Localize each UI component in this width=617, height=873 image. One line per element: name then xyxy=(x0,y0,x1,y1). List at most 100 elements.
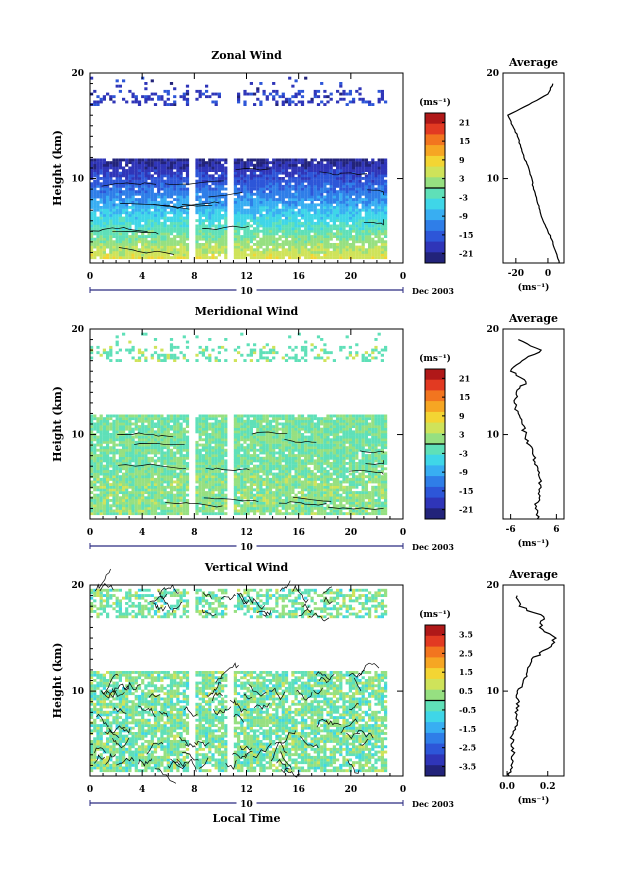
heatmap-cell xyxy=(134,425,138,428)
heatmap-cell xyxy=(208,192,212,196)
heatmap-cell xyxy=(160,477,164,481)
heatmap-cell xyxy=(160,206,164,209)
heatmap-cell xyxy=(243,253,247,257)
heatmap-cell xyxy=(112,467,116,471)
heatmap-cell xyxy=(90,206,94,209)
heatmap-cell xyxy=(342,163,346,167)
heatmap-cell xyxy=(99,214,103,217)
heatmap-cell xyxy=(272,232,276,236)
heatmap-cell xyxy=(90,243,94,246)
heatmap-cell xyxy=(243,182,247,186)
heatmap-cell xyxy=(137,485,142,489)
heatmap-cell xyxy=(323,248,327,252)
heatmap-cell xyxy=(195,192,199,196)
heatmap-cell xyxy=(348,187,352,191)
heatmap-cell xyxy=(304,253,308,257)
heatmap-cell xyxy=(176,182,180,186)
heatmap-cell xyxy=(166,182,170,186)
heatmap-cell xyxy=(217,443,221,447)
heatmap-cell xyxy=(118,198,122,201)
heatmap-cell xyxy=(160,419,164,423)
heatmap-cell xyxy=(118,237,122,241)
heatmap-cell xyxy=(109,224,113,228)
heatmap-cell xyxy=(313,232,317,236)
heatmap-cell xyxy=(96,158,100,162)
heatmap-cell xyxy=(339,219,343,223)
heatmap-cell xyxy=(326,179,330,183)
heatmap-cell xyxy=(345,177,349,180)
heatmap-cell xyxy=(112,179,116,183)
heatmap-cell xyxy=(90,182,94,186)
heatmap-cell xyxy=(128,195,132,199)
heatmap-cell xyxy=(307,206,311,209)
heatmap-cell xyxy=(205,192,209,196)
heatmap-cell xyxy=(179,243,183,246)
heatmap-cell xyxy=(150,501,154,505)
heatmap-cell xyxy=(358,214,362,217)
heatmap-cell xyxy=(118,422,122,426)
heatmap-cell xyxy=(256,224,260,228)
heatmap-cell xyxy=(320,248,324,252)
heatmap-cell xyxy=(144,451,148,455)
heatmap-cell xyxy=(134,166,138,170)
heatmap-cell xyxy=(150,214,154,217)
heatmap-cell xyxy=(205,229,209,233)
y-tick-label: 20 xyxy=(486,69,499,79)
heatmap-cell xyxy=(297,203,301,207)
heatmap-cell xyxy=(109,216,113,220)
heatmap-cell xyxy=(371,161,375,165)
heatmap-cell xyxy=(122,182,126,186)
heatmap-cell xyxy=(112,198,116,201)
heatmap-cell xyxy=(93,195,97,199)
heatmap-cell xyxy=(326,221,330,225)
heatmap-cell xyxy=(99,190,103,194)
heatmap-cell xyxy=(137,171,142,175)
heatmap-cell xyxy=(339,203,343,207)
heatmap-cell xyxy=(179,221,183,225)
heatmap-cell xyxy=(208,435,212,439)
heatmap-cell xyxy=(201,169,205,172)
heatmap-cell xyxy=(224,219,228,223)
heatmap-cell xyxy=(249,248,253,252)
heatmap-cell xyxy=(297,190,301,194)
heatmap-cell xyxy=(272,195,276,199)
heatmap-cell xyxy=(147,190,151,194)
heatmap-cell xyxy=(371,190,375,194)
heatmap-cell xyxy=(211,512,215,516)
heatmap-cell xyxy=(160,493,164,497)
heatmap-cell xyxy=(144,206,148,209)
heatmap-cell xyxy=(93,206,97,209)
heatmap-cell xyxy=(99,435,103,439)
heatmap-cell xyxy=(243,224,247,228)
heatmap-cell xyxy=(102,506,106,510)
heatmap-cell xyxy=(122,224,126,228)
heatmap-cell xyxy=(179,512,183,516)
heatmap-cell xyxy=(326,243,330,246)
heatmap-cell xyxy=(118,89,122,93)
heatmap-cell xyxy=(371,237,375,241)
heatmap-cell xyxy=(342,200,346,204)
heatmap-cell xyxy=(176,235,180,238)
heatmap-cell xyxy=(137,211,142,215)
heatmap-cell xyxy=(106,446,110,450)
heatmap-cell xyxy=(122,184,126,188)
heatmap-cell xyxy=(195,187,199,191)
heatmap-cell xyxy=(169,243,174,246)
heatmap-cell xyxy=(115,256,119,260)
heatmap-cell xyxy=(217,229,221,233)
heatmap-cell xyxy=(268,214,273,217)
heatmap-cell xyxy=(128,192,132,196)
heatmap-cell xyxy=(144,182,148,186)
heatmap-cell xyxy=(166,470,170,473)
heatmap-cell xyxy=(201,506,205,510)
heatmap-cell xyxy=(109,470,113,473)
heatmap-cell xyxy=(339,163,343,167)
heatmap-cell xyxy=(316,95,321,99)
heatmap-cell xyxy=(90,256,94,260)
heatmap-cell xyxy=(173,459,177,463)
heatmap-cell xyxy=(96,456,100,460)
heatmap-cell xyxy=(246,198,250,201)
heatmap-cell xyxy=(339,97,343,101)
heatmap-cell xyxy=(112,219,116,223)
heatmap-cell xyxy=(163,472,167,476)
